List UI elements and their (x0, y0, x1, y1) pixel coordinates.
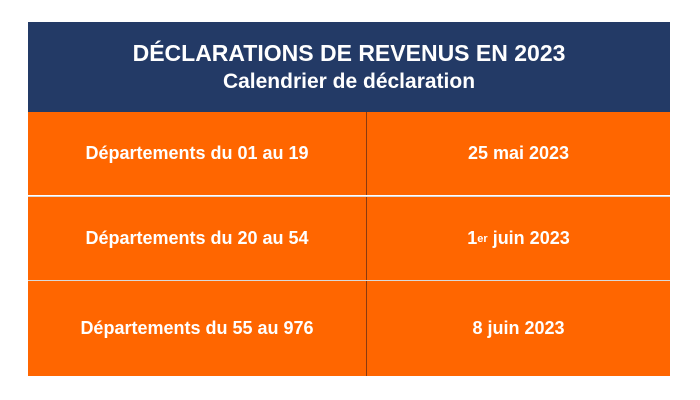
calendar-table: DÉCLARATIONS DE REVENUS EN 2023 Calendri… (28, 22, 670, 376)
date-text: 25 mai 2023 (467, 143, 570, 163)
date-text: 1 (467, 228, 478, 248)
table-row: Départements du 20 au 54 1 er juin 2023 (28, 196, 670, 280)
date-text-suffix: juin 2023 (487, 228, 570, 248)
table-title: DÉCLARATIONS DE REVENUS EN 2023 (132, 40, 566, 66)
date-text: 8 juin 2023 (472, 318, 565, 338)
date-cell: 1 er juin 2023 (467, 228, 570, 248)
departments-cell: Départements du 20 au 54 (28, 197, 367, 280)
table-row: Départements du 55 au 976 8 juin 2023 (28, 280, 670, 376)
departments-cell: Départements du 01 au 19 (28, 112, 367, 195)
table-row: Départements du 01 au 19 25 mai 2023 (28, 112, 670, 195)
date-cell: 8 juin 2023 (367, 281, 670, 376)
date-cell: 25 mai 2023 (367, 112, 670, 195)
table-header: DÉCLARATIONS DE REVENUS EN 2023 Calendri… (28, 22, 670, 112)
table-subtitle: Calendrier de déclaration (222, 70, 476, 93)
departments-cell: Départements du 55 au 976 (28, 281, 367, 376)
